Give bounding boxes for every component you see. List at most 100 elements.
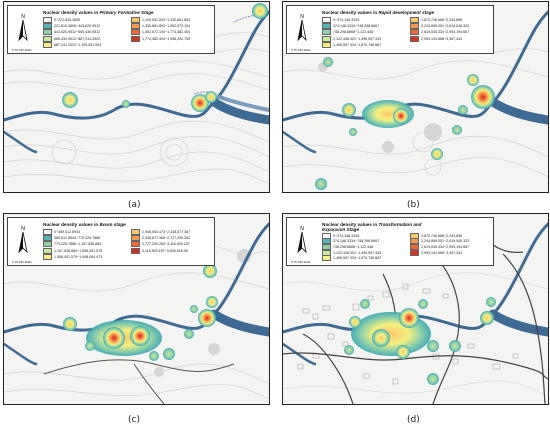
hotspot <box>372 329 390 347</box>
legend: N Nuclear density values in Primary Form… <box>7 5 215 54</box>
river <box>4 222 269 366</box>
legend-swatch <box>322 232 331 239</box>
legend-item: 2,619,045.334~2,993,194.667 <box>410 29 494 36</box>
hotspot <box>471 85 495 109</box>
svg-text:N: N <box>21 14 25 20</box>
legend-items: 0~374,148.3333 374,148.3334~748,298.6667… <box>322 17 494 48</box>
legend-item: 0~374,148.3333 <box>322 17 406 24</box>
svg-text:N: N <box>21 226 25 232</box>
scale-bar: 0 75 150 300m <box>291 48 312 52</box>
hotspot <box>486 297 496 307</box>
legend-swatch <box>322 41 331 48</box>
legend-swatch <box>322 249 331 256</box>
legend-swatch <box>410 238 419 245</box>
legend-item: 2,993,194.668~3,367,344 <box>410 249 494 256</box>
map-panel-a: N Nuclear density values in Primary Form… <box>3 1 270 193</box>
legend-swatch <box>322 35 331 42</box>
legend-swatch <box>43 35 52 42</box>
hotspot <box>190 305 198 313</box>
legend-item: 1,552,672.104~1,774,482.404 <box>131 29 215 36</box>
hotspot <box>315 178 327 190</box>
density-hotspots <box>62 3 268 112</box>
legend-item: 665,430.9512~887,241.2022 <box>43 35 127 42</box>
legend-title: Nuclear density values in Boom stage <box>43 222 126 227</box>
legend-item: 1,109,051.503~1,330,861.803 <box>131 17 215 24</box>
hotspot <box>452 125 462 135</box>
hotspot <box>130 326 150 346</box>
legend-item: 374,148.3334~748,298.6667 <box>322 238 406 245</box>
hotspot <box>467 74 479 86</box>
legend-swatch <box>43 247 52 254</box>
legend-item: 748,298.6668~1,122,448 <box>322 29 406 36</box>
legend-swatch <box>131 241 140 248</box>
legend-swatch <box>43 235 52 242</box>
hotspot <box>360 299 370 309</box>
legend-title: Nuclear density values in Transformation… <box>322 222 422 227</box>
legend-title: Nuclear density values in Rapid developm… <box>322 10 435 15</box>
legend-item: 374,148.3334~748,298.6667 <box>322 23 406 30</box>
hotspot <box>62 92 78 108</box>
hotspot <box>184 329 194 339</box>
legend-swatch <box>322 238 331 245</box>
legend-swatch <box>43 241 52 248</box>
legend-item: 3,116,903.157~3,506,516.05 <box>131 247 215 254</box>
hotspot <box>191 94 209 112</box>
north-arrow-icon: N <box>18 14 28 42</box>
legend-swatch <box>131 229 140 236</box>
density-map-b <box>283 10 548 190</box>
legend-swatch <box>131 23 140 30</box>
density-map-a <box>4 3 269 185</box>
legend-swatch <box>43 41 52 48</box>
river <box>283 222 548 366</box>
caption-c: (c) <box>128 415 140 425</box>
caption-d: (d) <box>407 415 420 425</box>
legend-items: 0~389,612.8944 389,612.8944~779,225.7888… <box>43 229 215 260</box>
caption-b: (b) <box>407 200 420 210</box>
legend-swatch <box>43 17 52 24</box>
legend-item: 443,620.9512~665,430.9512 <box>43 29 127 36</box>
density-map-d <box>283 222 548 404</box>
legend-swatch <box>131 29 140 36</box>
legend-item: 1,122,448.001~1,496,597.333 <box>322 35 406 42</box>
legend-item: 1,870,746.668~2,244,896 <box>410 232 494 239</box>
legend-swatch <box>322 23 331 30</box>
legend-item: 1,558,451.579~1,948,064.473 <box>43 253 127 260</box>
legend-title-line2: Expansion Stage <box>322 227 360 232</box>
hotspot <box>480 311 494 325</box>
legend-item: 1,496,597.334~1,870,746.667 <box>322 255 406 262</box>
map-panel-b: N Nuclear density values in Rapid develo… <box>282 1 549 193</box>
caption-a: (a) <box>128 200 141 210</box>
legend: N Nuclear density values in Rapid develo… <box>286 5 494 54</box>
legend-swatch <box>322 243 331 250</box>
legend-item: 221,810.3695~443,620.9512 <box>43 23 127 30</box>
hotspot <box>63 317 77 331</box>
svg-text:N: N <box>300 14 304 20</box>
density-map-c <box>4 222 269 404</box>
density-hotspots <box>344 297 496 385</box>
hotspot <box>85 341 95 351</box>
legend-swatch <box>410 17 419 24</box>
legend-item: 1,330,861.803~1,552,672.104 <box>131 23 215 30</box>
map-panel-d: N Nuclear density values in Transformati… <box>282 213 549 405</box>
north-arrow-icon: N <box>297 14 307 42</box>
legend-swatch <box>322 255 331 262</box>
legend-item: 1,122,448.001~1,496,597.333 <box>322 249 406 256</box>
hotspot <box>399 308 419 328</box>
map-panel-c: N Nuclear density values in Boom stage 0… <box>3 213 270 405</box>
legend-item: 2,619,045.334~2,993,194.667 <box>410 243 494 250</box>
legend-item: 1,496,597.334~1,870,746.667 <box>322 41 406 48</box>
legend-swatch <box>131 17 140 24</box>
legend-item: 0~221,810.3695 <box>43 17 127 24</box>
hotspot <box>344 345 354 355</box>
hotspot <box>252 3 268 19</box>
north-arrow-icon: N <box>297 226 307 254</box>
legend-swatch <box>410 29 419 36</box>
legend-swatch <box>131 235 140 242</box>
legend: N Nuclear density values in Boom stage 0… <box>7 217 215 266</box>
legend-swatch <box>410 232 419 239</box>
legend-swatch <box>43 253 52 260</box>
legend-swatch <box>43 229 52 236</box>
building-footprints <box>297 283 519 385</box>
hotspot <box>393 108 409 124</box>
legend-item: 2,727,290.263~3,116,903.157 <box>131 241 215 248</box>
